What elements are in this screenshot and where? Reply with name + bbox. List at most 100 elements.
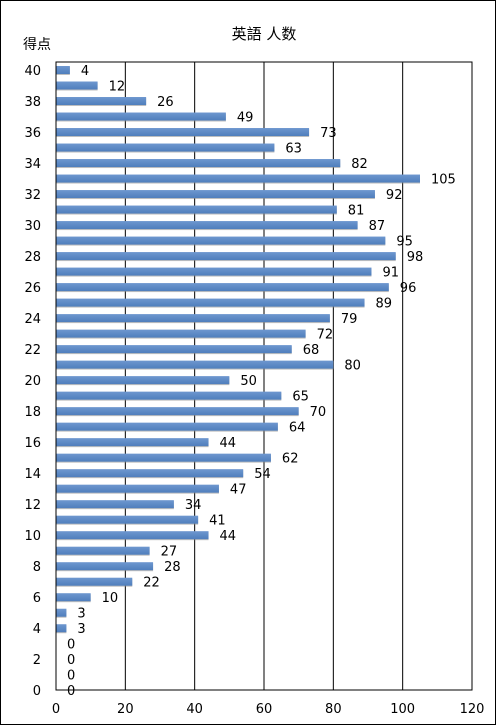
chart-title: 英語 人数 <box>232 25 297 43</box>
x-tick-label: 40 <box>186 702 203 717</box>
y-tick-label: 22 <box>24 343 41 358</box>
y-tick-label: 2 <box>33 653 41 668</box>
bar <box>56 360 334 369</box>
y-tick-label: 40 <box>24 64 41 79</box>
bar <box>56 159 341 168</box>
data-label: 50 <box>240 374 257 389</box>
data-label: 73 <box>320 126 337 141</box>
bar <box>56 97 147 106</box>
bar <box>56 298 365 307</box>
data-label: 54 <box>254 467 271 482</box>
bar <box>56 221 358 230</box>
bar <box>56 236 386 245</box>
data-label: 87 <box>369 219 386 234</box>
bar <box>56 205 337 214</box>
bar <box>56 531 209 540</box>
y-tick-label: 14 <box>24 467 41 482</box>
bar <box>56 267 372 276</box>
x-tick-label: 120 <box>460 702 485 717</box>
y-tick-label: 4 <box>33 622 41 637</box>
y-tick-label: 24 <box>24 312 41 327</box>
data-label: 68 <box>303 343 320 358</box>
y-tick-label: 36 <box>24 126 41 141</box>
data-label: 0 <box>67 684 75 699</box>
bar <box>56 469 244 478</box>
x-tick-label: 80 <box>325 702 342 717</box>
data-label: 0 <box>67 638 75 653</box>
data-label: 82 <box>351 157 368 172</box>
y-tick-label: 16 <box>24 436 41 451</box>
data-label: 3 <box>77 622 85 637</box>
data-label: 49 <box>237 111 254 126</box>
bar <box>56 515 199 524</box>
data-label: 65 <box>292 390 309 405</box>
data-label: 10 <box>102 591 119 606</box>
data-label: 44 <box>220 529 237 544</box>
bar <box>56 174 420 183</box>
bar <box>56 252 396 261</box>
bar <box>56 66 70 74</box>
data-label: 70 <box>310 405 327 420</box>
data-label: 41 <box>209 514 226 529</box>
data-label: 105 <box>431 173 456 188</box>
data-label: 63 <box>285 142 302 157</box>
bar <box>56 391 282 400</box>
bar <box>56 500 174 509</box>
bar <box>56 376 230 385</box>
y-tick-label: 0 <box>33 684 41 699</box>
data-label: 28 <box>164 560 181 575</box>
data-label: 72 <box>317 328 334 343</box>
bar <box>56 624 67 633</box>
data-label: 34 <box>185 498 202 513</box>
x-tick-labels: 0 20 40 60 80 100 120 <box>52 702 485 717</box>
data-label: 95 <box>396 235 413 250</box>
data-label: 64 <box>289 421 306 436</box>
bar <box>56 453 271 462</box>
y-tick-label: 26 <box>24 281 41 296</box>
bar <box>56 407 299 416</box>
x-tick-label: 100 <box>390 702 415 717</box>
x-tick-label: 0 <box>52 702 60 717</box>
data-label: 98 <box>407 250 424 265</box>
data-label: 4 <box>81 64 89 79</box>
bar <box>56 577 133 586</box>
bar <box>56 190 375 199</box>
y-axis-label: 得点 <box>23 36 51 53</box>
y-tick-label: 34 <box>24 157 41 172</box>
data-label: 80 <box>344 359 361 374</box>
bar <box>56 608 67 617</box>
data-label: 89 <box>376 297 393 312</box>
bar <box>56 112 226 121</box>
data-label: 62 <box>282 452 299 467</box>
bar <box>56 128 310 137</box>
bar <box>56 314 330 323</box>
y-tick-label: 28 <box>24 250 41 265</box>
data-label: 91 <box>382 266 399 281</box>
y-tick-label: 32 <box>24 188 41 203</box>
data-label: 27 <box>161 545 178 560</box>
data-label: 44 <box>220 436 237 451</box>
bar <box>56 593 91 602</box>
y-tick-label: 38 <box>24 95 41 110</box>
bar <box>56 562 154 571</box>
x-tick-label: 20 <box>117 702 134 717</box>
y-tick-label: 6 <box>33 591 41 606</box>
bar <box>56 438 209 447</box>
y-tick-label: 8 <box>33 560 41 575</box>
bar <box>56 546 150 555</box>
data-label: 26 <box>157 95 174 110</box>
y-tick-label: 18 <box>24 405 41 420</box>
data-label: 96 <box>400 281 417 296</box>
bar <box>56 283 389 292</box>
data-label: 81 <box>348 204 365 219</box>
data-label: 22 <box>143 576 160 591</box>
y-tick-label: 12 <box>24 498 41 513</box>
data-label: 79 <box>341 312 358 327</box>
bar <box>56 81 98 90</box>
x-tick-label: 60 <box>256 702 273 717</box>
bar <box>56 345 292 354</box>
